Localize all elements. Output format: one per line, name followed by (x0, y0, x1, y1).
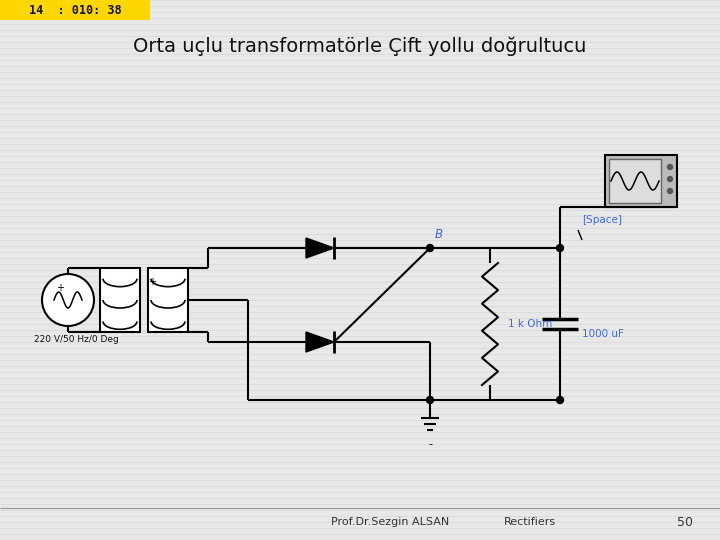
Bar (18, 70, 702, 500)
Text: 1 k Ohm: 1 k Ohm (508, 319, 552, 329)
Text: +: + (56, 283, 64, 293)
Bar (609, 159, 661, 203)
Bar (0, 0, 150, 20)
Circle shape (557, 245, 564, 252)
Text: 50: 50 (677, 516, 693, 529)
Circle shape (557, 396, 564, 403)
Text: [Space]: [Space] (582, 215, 622, 225)
Circle shape (667, 188, 672, 193)
Circle shape (667, 177, 672, 181)
Text: Prof.Dr.Sezgin ALSAN: Prof.Dr.Sezgin ALSAN (331, 517, 449, 527)
Text: -: - (428, 439, 432, 449)
Bar (100, 268, 140, 332)
Text: 1000 uF: 1000 uF (582, 329, 624, 339)
Polygon shape (306, 332, 334, 352)
Polygon shape (306, 238, 334, 258)
Text: Rectifiers: Rectifiers (504, 517, 556, 527)
FancyBboxPatch shape (605, 155, 677, 207)
Text: 14  : 010: 38: 14 : 010: 38 (29, 3, 121, 17)
Text: 220 V/50 Hz/0 Deg: 220 V/50 Hz/0 Deg (34, 335, 118, 345)
Text: +: + (148, 277, 156, 287)
Text: Orta uçlu transformatörle Çift yollu doğrultucu: Orta uçlu transformatörle Çift yollu doğ… (133, 36, 587, 56)
Circle shape (426, 245, 433, 252)
Text: B: B (435, 227, 443, 240)
Circle shape (426, 396, 433, 403)
Circle shape (42, 274, 94, 326)
Bar (148, 268, 188, 332)
Circle shape (667, 165, 672, 170)
